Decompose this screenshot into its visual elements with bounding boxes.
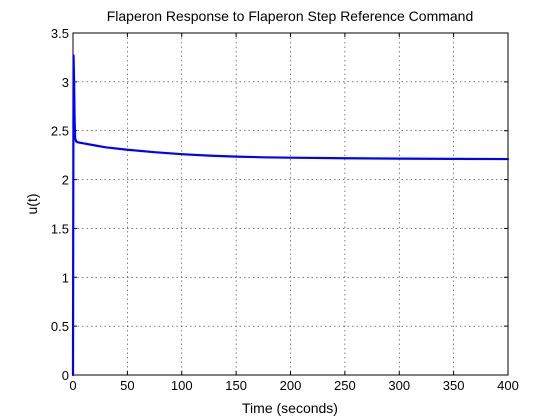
x-tick-label-3: 150 (225, 378, 247, 393)
x-axis-label: Time (seconds) (242, 400, 338, 416)
y-axis-label: u(t) (24, 194, 40, 215)
grid (73, 33, 508, 375)
y-tick-label-5: 2.5 (51, 124, 69, 139)
y-tick-label-1: 0.5 (51, 319, 69, 334)
y-tick-label-4: 2 (62, 173, 69, 188)
y-tick-label-0: 0 (62, 368, 69, 383)
series (71, 54, 510, 377)
x-tick-label-1: 50 (120, 378, 134, 393)
y-tick-label-2: 1 (62, 270, 69, 285)
y-tick-label-6: 3 (62, 75, 69, 90)
x-tick-label-0: 0 (69, 378, 76, 393)
y-tick-label-7: 3.5 (51, 26, 69, 41)
x-tick-label-7: 350 (443, 378, 465, 393)
x-tick-label-5: 250 (334, 378, 356, 393)
axis-ticks: 0 50 100 150 200 250 300 350 400 0 0.5 1 1.5 2 2.5 3 3.5 (51, 26, 519, 393)
chart-title: Flaperon Response to Flaperon Step Refer… (107, 8, 474, 24)
x-tick-label-2: 100 (171, 378, 193, 393)
series-line-0 (71, 54, 510, 377)
x-tick-label-6: 300 (388, 378, 410, 393)
y-tick-label-3: 1.5 (51, 221, 69, 236)
x-tick-label-4: 200 (280, 378, 302, 393)
x-tick-label-8: 400 (497, 378, 519, 393)
